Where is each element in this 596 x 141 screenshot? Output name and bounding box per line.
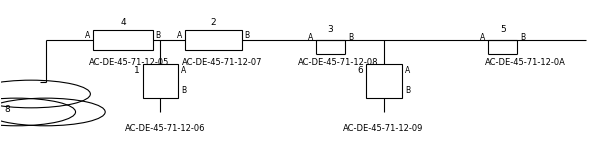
Text: B: B	[405, 86, 410, 95]
Text: AC-DE-45-71-12-0A: AC-DE-45-71-12-0A	[485, 58, 566, 67]
Text: 8: 8	[4, 105, 10, 114]
Bar	[94, 30, 153, 50]
Text: B: B	[520, 33, 526, 42]
Text: A: A	[308, 33, 313, 42]
Text: A: A	[181, 66, 187, 75]
Text: A: A	[85, 31, 91, 40]
Text: B: B	[349, 33, 353, 42]
Text: AC-DE-45-71-12-09: AC-DE-45-71-12-09	[343, 124, 423, 133]
Text: AC-DE-45-71-12-07: AC-DE-45-71-12-07	[182, 58, 263, 67]
Text: A: A	[177, 31, 182, 40]
Text: 3: 3	[328, 25, 334, 34]
Text: A: A	[480, 33, 485, 42]
Text: 2: 2	[210, 18, 216, 27]
Text: 5: 5	[500, 25, 505, 34]
Text: AC-DE-45-71-12-08: AC-DE-45-71-12-08	[298, 58, 378, 67]
Text: B: B	[181, 86, 187, 95]
Text: 6: 6	[358, 66, 363, 75]
Text: A: A	[405, 66, 410, 75]
Text: AC-DE-45-71-12-05: AC-DE-45-71-12-05	[89, 58, 169, 67]
Bar	[142, 64, 178, 98]
Text: B: B	[244, 31, 250, 40]
Text: 4: 4	[120, 18, 126, 27]
Bar	[366, 64, 402, 98]
Bar	[185, 30, 241, 50]
Text: AC-DE-45-71-12-06: AC-DE-45-71-12-06	[125, 124, 205, 133]
Text: B: B	[156, 31, 161, 40]
Text: 1: 1	[134, 66, 139, 75]
